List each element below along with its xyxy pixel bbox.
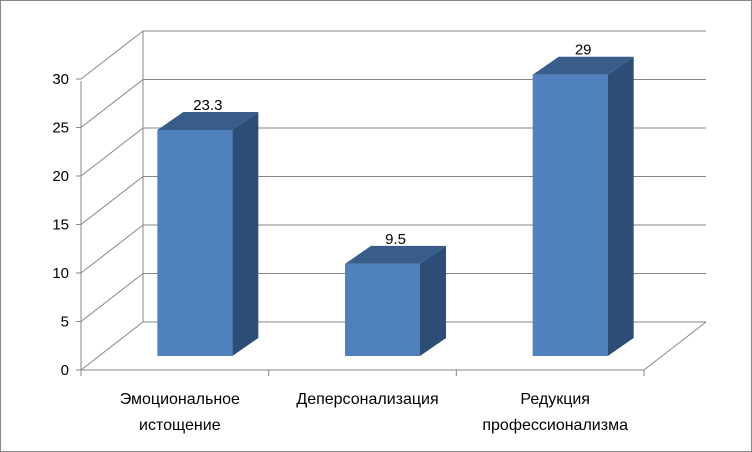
data-label-2: 29 <box>575 42 592 59</box>
gridline-side-15 <box>80 176 144 225</box>
floor-right-edge <box>643 321 707 371</box>
y-tick-label-10: 10 <box>52 265 69 282</box>
gridline-side-5 <box>80 273 144 322</box>
category-label-0-0: Эмоциональное <box>120 391 240 408</box>
gridline-side-25 <box>80 79 144 128</box>
y-tick-label-15: 15 <box>52 217 69 234</box>
bar-1 <box>345 263 420 356</box>
gridline-side-20 <box>80 127 144 177</box>
gridline-side-0 <box>80 321 144 371</box>
bar-2 <box>532 74 608 356</box>
y-tick-label-30: 30 <box>52 71 69 88</box>
category-label-0-1: истощение <box>139 417 221 434</box>
y-tick-label-0: 0 <box>61 362 69 379</box>
bar-side-0 <box>232 111 259 357</box>
y-tick-label-5: 5 <box>61 314 69 331</box>
bar-top-1 <box>345 245 446 264</box>
bar-top-2 <box>532 56 634 75</box>
category-label-2-0: Редукция <box>520 391 590 408</box>
gridline-side-30 <box>80 30 144 80</box>
y-tick-label-20: 20 <box>52 168 69 185</box>
category-label-2-1: профессионализма <box>482 417 628 434</box>
gridline-side-10 <box>80 224 144 274</box>
data-label-0: 23.3 <box>193 97 222 114</box>
bar-0 <box>157 129 233 356</box>
bar-top-0 <box>157 111 259 130</box>
y-tick-label-25: 25 <box>52 120 69 137</box>
bar-side-1 <box>420 245 446 356</box>
category-label-1-0: Деперсонализация <box>296 391 438 408</box>
bar-side-2 <box>607 56 634 356</box>
data-label-1: 9.5 <box>385 231 406 248</box>
